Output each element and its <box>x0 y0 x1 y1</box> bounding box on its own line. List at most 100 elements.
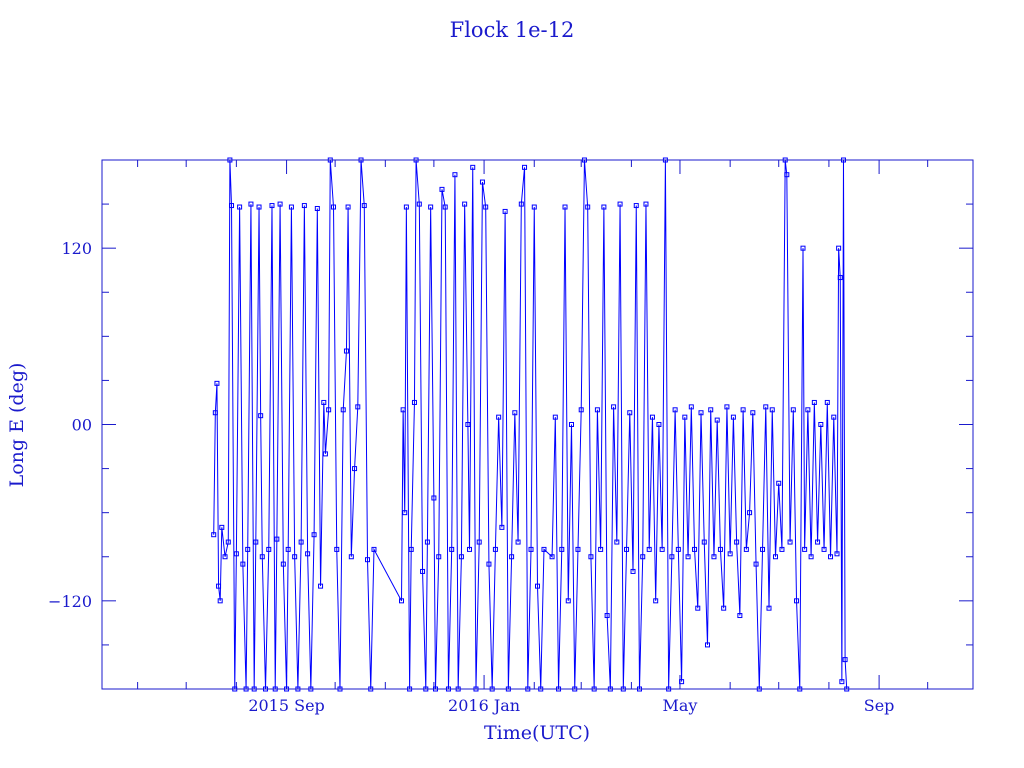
data-point <box>462 201 468 207</box>
data-point <box>352 466 358 472</box>
data-point <box>411 399 417 405</box>
data-point <box>808 554 814 560</box>
data-point <box>575 546 581 552</box>
data-point <box>787 539 793 545</box>
data-point <box>614 539 620 545</box>
data-point <box>528 546 534 552</box>
data-point <box>522 164 528 170</box>
data-point <box>653 598 659 604</box>
data-point <box>465 422 471 427</box>
data-point <box>646 546 652 552</box>
data-point <box>301 203 307 209</box>
y-tick-label: 00 <box>72 416 92 435</box>
data-point <box>708 407 714 413</box>
data-point <box>568 422 574 427</box>
data-point <box>624 546 630 552</box>
data-point <box>721 605 727 611</box>
data-point <box>424 539 430 545</box>
data-point <box>256 204 262 210</box>
data-point <box>311 532 317 538</box>
data-point <box>821 546 827 552</box>
data-point <box>695 605 701 611</box>
data-point <box>750 410 756 416</box>
x-tick-label: May <box>662 696 697 715</box>
data-point <box>763 404 769 410</box>
data-point <box>318 583 324 589</box>
data-point <box>698 410 704 416</box>
data-point <box>717 546 723 552</box>
data-point <box>492 546 498 552</box>
data-point <box>240 561 246 567</box>
axis-ticks: 2015 Sep 2016 Jan May Sep 120 00 −120 <box>48 160 973 715</box>
data-point <box>483 204 489 210</box>
y-tick-label: 120 <box>61 239 92 258</box>
data-point <box>326 407 332 413</box>
data-point <box>259 554 265 560</box>
data-point <box>400 407 406 413</box>
data-point <box>436 554 442 560</box>
data-point <box>737 613 743 619</box>
data-point <box>431 495 437 501</box>
data-point <box>724 404 730 410</box>
data-point <box>399 598 405 604</box>
data-point <box>371 546 377 552</box>
data-point <box>266 546 272 552</box>
chart-title: Flock 1e-12 <box>450 18 575 42</box>
data-point <box>585 204 591 210</box>
data-point <box>274 536 280 542</box>
data-point <box>211 532 217 538</box>
data-point <box>675 546 681 552</box>
data-point <box>836 245 842 251</box>
data-point <box>531 204 537 210</box>
data-point <box>535 583 540 589</box>
data-point <box>348 554 354 560</box>
data-point <box>269 203 275 209</box>
data-point <box>743 546 749 552</box>
data-point <box>408 546 414 552</box>
data-point <box>233 551 239 557</box>
data-point <box>679 679 685 685</box>
data-point <box>314 205 320 211</box>
data-point <box>225 539 231 545</box>
data-point <box>769 407 775 413</box>
data-point <box>811 399 817 405</box>
data-point <box>682 414 688 420</box>
data-point <box>711 554 717 560</box>
data-point <box>802 546 808 552</box>
data-point <box>669 554 675 560</box>
data-point <box>216 583 222 589</box>
data-point <box>627 410 633 416</box>
data-point <box>541 546 547 552</box>
data-point <box>640 554 646 560</box>
data-point <box>800 245 806 251</box>
y-axis-label: Long E (deg) <box>6 363 28 488</box>
data-point <box>779 546 785 552</box>
x-axis-label: Time(UTC) <box>484 722 590 744</box>
data-point <box>740 407 746 413</box>
data-point <box>222 554 228 560</box>
x-tick-label: 2016 Jan <box>448 696 520 715</box>
series-line <box>213 159 848 690</box>
data-point <box>416 201 422 207</box>
data-point <box>649 414 655 420</box>
data-point <box>828 554 834 560</box>
data-point <box>794 598 800 604</box>
data-point <box>834 551 840 557</box>
data-point <box>214 380 220 386</box>
data-point <box>420 568 426 574</box>
data-point <box>292 554 298 560</box>
data-point <box>345 204 351 210</box>
data-point <box>288 204 294 210</box>
data-point <box>305 551 311 557</box>
data-point <box>839 679 845 685</box>
data-point <box>776 480 782 486</box>
data-point <box>467 546 473 552</box>
data-point <box>343 348 349 354</box>
data-point <box>277 201 283 207</box>
data-point <box>565 598 571 604</box>
data-point <box>727 551 733 557</box>
data-point <box>594 407 600 413</box>
data-point <box>633 203 639 209</box>
data-point <box>559 546 565 552</box>
data-point <box>643 201 649 207</box>
